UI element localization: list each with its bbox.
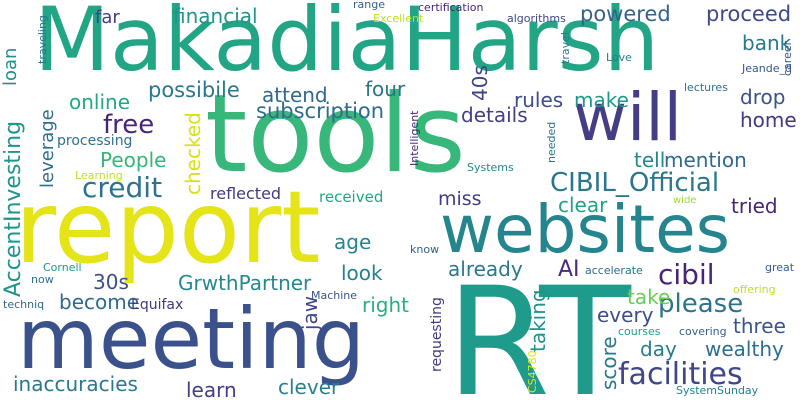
- word-systemsunday: SystemSunday: [676, 384, 759, 397]
- word-already: already: [448, 257, 523, 281]
- word-miss: miss: [438, 188, 482, 210]
- word-rules: rules: [514, 88, 564, 112]
- word-taking: taking: [526, 289, 550, 352]
- word-received: received: [319, 188, 384, 206]
- word-meeting: meeting: [17, 290, 366, 388]
- word-four: four: [365, 77, 406, 101]
- word-will: will: [573, 79, 682, 156]
- word-learn: learn: [186, 378, 237, 400]
- word-certification: certification: [418, 1, 484, 14]
- word-score: score: [597, 336, 621, 390]
- word-wealthy: wealthy: [705, 337, 784, 361]
- word-processing: processing: [57, 133, 133, 149]
- word-age: age: [334, 230, 372, 254]
- word-far: far: [95, 7, 120, 28]
- word-look: look: [341, 261, 383, 285]
- word-jeande-d: Jeande_d: [742, 62, 792, 75]
- word-grwthpartner: GrwthPartner: [178, 271, 312, 295]
- word-websites: websites: [440, 191, 731, 268]
- word-covering: covering: [679, 325, 727, 338]
- word-algorithms: algorithms: [507, 12, 566, 25]
- word-facilities: facilities: [618, 357, 743, 392]
- word-right: right: [362, 293, 409, 317]
- word-requesting: requesting: [429, 297, 445, 372]
- word-online: online: [69, 90, 131, 114]
- word-become: become: [59, 290, 140, 314]
- word-great: great: [765, 261, 795, 274]
- word-rt: RT: [446, 256, 631, 400]
- word-cs4780: CS4780: [526, 350, 539, 393]
- word-intelligent: Intelligent: [408, 110, 421, 167]
- word-every: every: [597, 303, 654, 327]
- word-please: please: [658, 289, 744, 319]
- word-lectures: lectures: [684, 81, 728, 94]
- word-systems: Systems: [467, 161, 514, 174]
- word-home: home: [740, 108, 797, 132]
- word-inaccuracies: inaccuracies: [13, 372, 138, 396]
- word-report: report: [15, 169, 321, 286]
- word-clear: clear: [558, 193, 608, 217]
- word-makadiaharsh: MakadiaHarsh: [34, 0, 660, 91]
- word-jaw: jaw: [298, 295, 322, 330]
- word-love: Love: [606, 51, 632, 64]
- word-ai: AI: [558, 257, 580, 282]
- word-powered: powered: [580, 2, 671, 26]
- word-range: range: [353, 0, 385, 11]
- word-needed: needed: [545, 121, 558, 163]
- word-loan: loan: [0, 47, 21, 86]
- word-40s: 40s: [468, 65, 492, 101]
- word-cibil: cibil: [658, 258, 715, 291]
- word-cibil-official: CIBIL_Official: [550, 168, 720, 198]
- word-travel: travel: [559, 32, 572, 64]
- word-learning: Learning: [75, 169, 123, 182]
- word-attend: attend: [262, 83, 328, 107]
- word-take: take: [627, 285, 671, 309]
- word-tell: tell: [634, 148, 666, 172]
- word-now: now: [31, 273, 54, 286]
- word-tools: tools: [205, 72, 466, 197]
- word-tried: tried: [731, 194, 778, 218]
- word-day: day: [640, 337, 677, 361]
- word-excellent: Excellent: [373, 12, 424, 25]
- word-accelerate: accelerate: [585, 264, 643, 277]
- word-traveling: traveling: [36, 15, 49, 64]
- word-machine: Machine: [311, 289, 358, 302]
- word-reflected: reflected: [210, 184, 282, 203]
- word-equifax: Equifax: [131, 297, 184, 313]
- word-career: career: [781, 40, 794, 76]
- word-leverage: leverage: [37, 109, 58, 188]
- word-wide: wide: [673, 195, 697, 206]
- word-know: know: [410, 243, 440, 256]
- word-cornell: Cornell: [43, 261, 82, 274]
- word-proceed: proceed: [706, 2, 792, 26]
- word-30s: 30s: [93, 270, 129, 294]
- word-possibile: possibile: [148, 78, 240, 102]
- word-credit: credit: [82, 171, 163, 204]
- word-three: three: [733, 314, 786, 338]
- word-checked: checked: [181, 112, 205, 195]
- word-free: free: [103, 110, 155, 140]
- word-make: make: [574, 88, 629, 112]
- word-accentinvesting: AccentInvesting: [1, 120, 26, 297]
- word-techniq: techniq: [3, 298, 45, 311]
- word-offering: offering: [733, 283, 776, 296]
- word-people: People: [100, 148, 167, 172]
- word-subscription: subscription: [256, 99, 385, 123]
- word-mention: mention: [664, 148, 747, 172]
- word-clever: clever: [278, 375, 340, 399]
- word-bank: bank: [742, 31, 792, 55]
- word-drop: drop: [740, 85, 786, 109]
- word-courses: courses: [618, 325, 661, 338]
- word-financial: financial: [173, 4, 258, 28]
- word-details: details: [461, 103, 528, 127]
